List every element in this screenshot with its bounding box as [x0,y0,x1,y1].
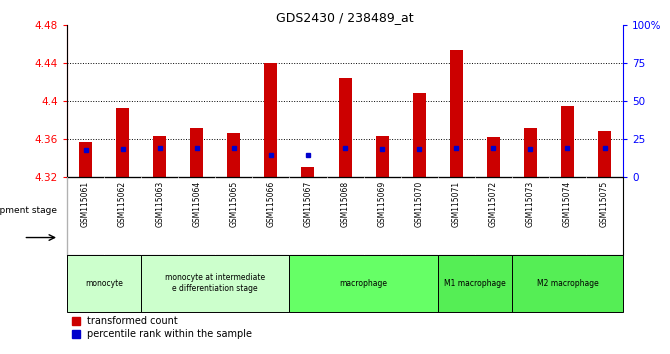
Text: GSM115070: GSM115070 [415,181,423,227]
Bar [376,136,389,177]
Text: GSM115065: GSM115065 [229,181,239,227]
Bar [512,255,623,312]
Text: GSM115066: GSM115066 [267,181,275,227]
Bar [153,136,166,177]
Text: monocyte: monocyte [85,279,123,288]
Bar [524,127,537,177]
Bar [289,255,438,312]
Bar [561,105,574,177]
Bar [487,137,500,177]
Text: GSM115075: GSM115075 [600,181,609,227]
Text: GSM115072: GSM115072 [489,181,498,227]
Bar [302,167,314,177]
Bar [438,255,512,312]
Text: monocyte at intermediate
e differentiation stage: monocyte at intermediate e differentiati… [165,274,265,293]
Text: GSM115064: GSM115064 [192,181,201,227]
Text: M2 macrophage: M2 macrophage [537,279,598,288]
Bar [79,142,92,177]
Bar [67,177,623,255]
Title: GDS2430 / 238489_at: GDS2430 / 238489_at [276,11,414,24]
Bar [598,131,611,177]
Bar [67,255,141,312]
Text: GSM115071: GSM115071 [452,181,461,227]
Text: development stage: development stage [0,206,57,215]
Text: GSM115069: GSM115069 [378,181,387,227]
Text: M1 macrophage: M1 macrophage [444,279,506,288]
Bar [141,255,289,312]
Text: macrophage: macrophage [340,279,387,288]
Bar [338,78,352,177]
Bar [265,63,277,177]
Text: GSM115074: GSM115074 [563,181,572,227]
Text: GSM115063: GSM115063 [155,181,164,227]
Bar [227,133,241,177]
Bar [116,108,129,177]
Bar [450,51,463,177]
Bar [190,127,203,177]
Text: GSM115067: GSM115067 [304,181,312,227]
Text: GSM115062: GSM115062 [118,181,127,227]
Legend: transformed count, percentile rank within the sample: transformed count, percentile rank withi… [72,316,253,339]
Text: GSM115073: GSM115073 [526,181,535,227]
Text: GSM115061: GSM115061 [81,181,90,227]
Bar [413,93,425,177]
Text: GSM115068: GSM115068 [340,181,350,227]
